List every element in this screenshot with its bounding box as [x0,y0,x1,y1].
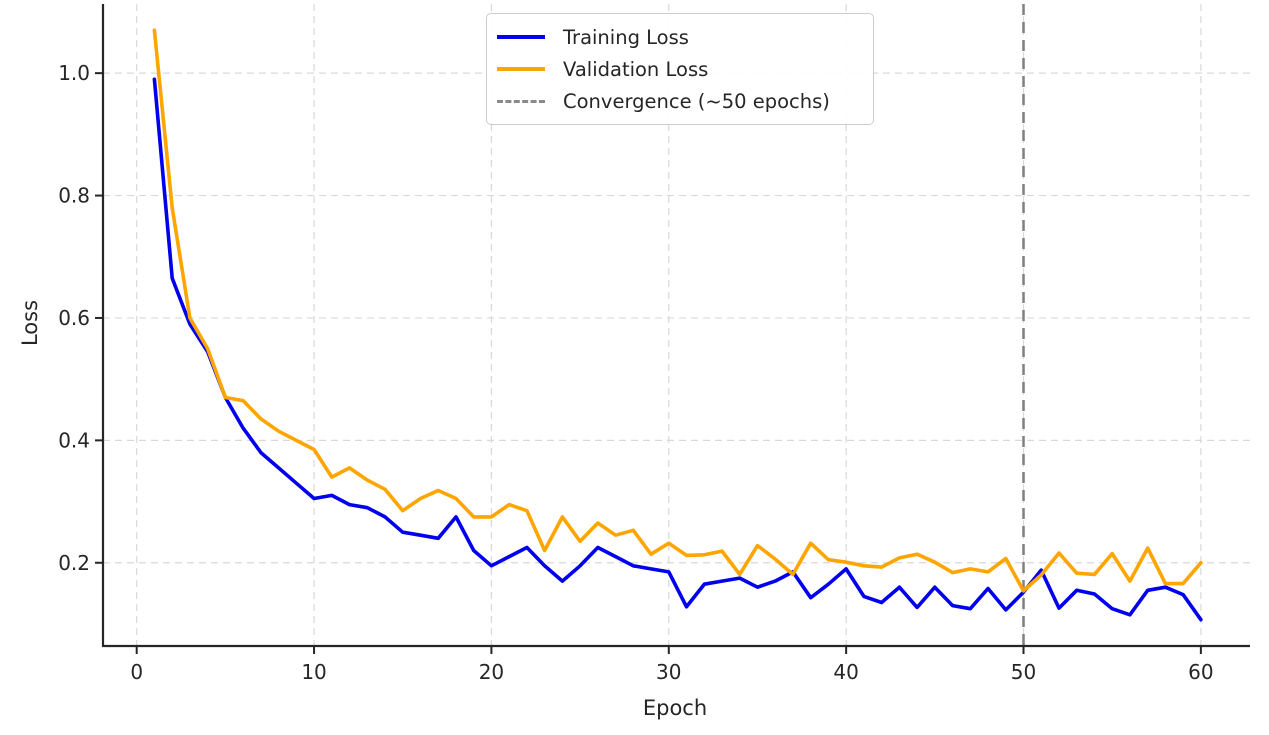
x-tick-label: 50 [1011,660,1036,684]
y-tick-label: 0.4 [58,428,90,452]
x-tick-label: 10 [301,660,326,684]
x-tick-label: 0 [130,660,143,684]
y-tick-label: 0.8 [58,184,90,208]
legend-item-convergence: Convergence (~50 epochs) [495,85,859,117]
y-tick-label: 1.0 [58,61,90,85]
legend-label-training-loss: Training Loss [563,25,689,49]
legend-item-validation-loss: Validation Loss [495,53,859,85]
x-tick-label: 60 [1188,660,1213,684]
legend-label-convergence: Convergence (~50 epochs) [563,89,830,113]
x-axis-title: Epoch [642,696,708,720]
y-axis-title: Loss [18,299,42,347]
convergence-dashed-line-icon [497,99,545,103]
chart-legend: Training Loss Validation Loss Convergenc… [486,13,874,125]
y-tick-label: 0.2 [58,551,90,575]
validation-loss-line-icon [497,67,545,71]
y-tick-label: 0.6 [58,306,90,330]
x-tick-label: 40 [833,660,858,684]
legend-label-validation-loss: Validation Loss [563,57,709,81]
training-loss-line-icon [497,35,545,39]
legend-item-training-loss: Training Loss [495,21,859,53]
x-tick-label: 30 [656,660,681,684]
x-tick-label: 20 [479,660,504,684]
validation-loss-line [152,28,1203,593]
